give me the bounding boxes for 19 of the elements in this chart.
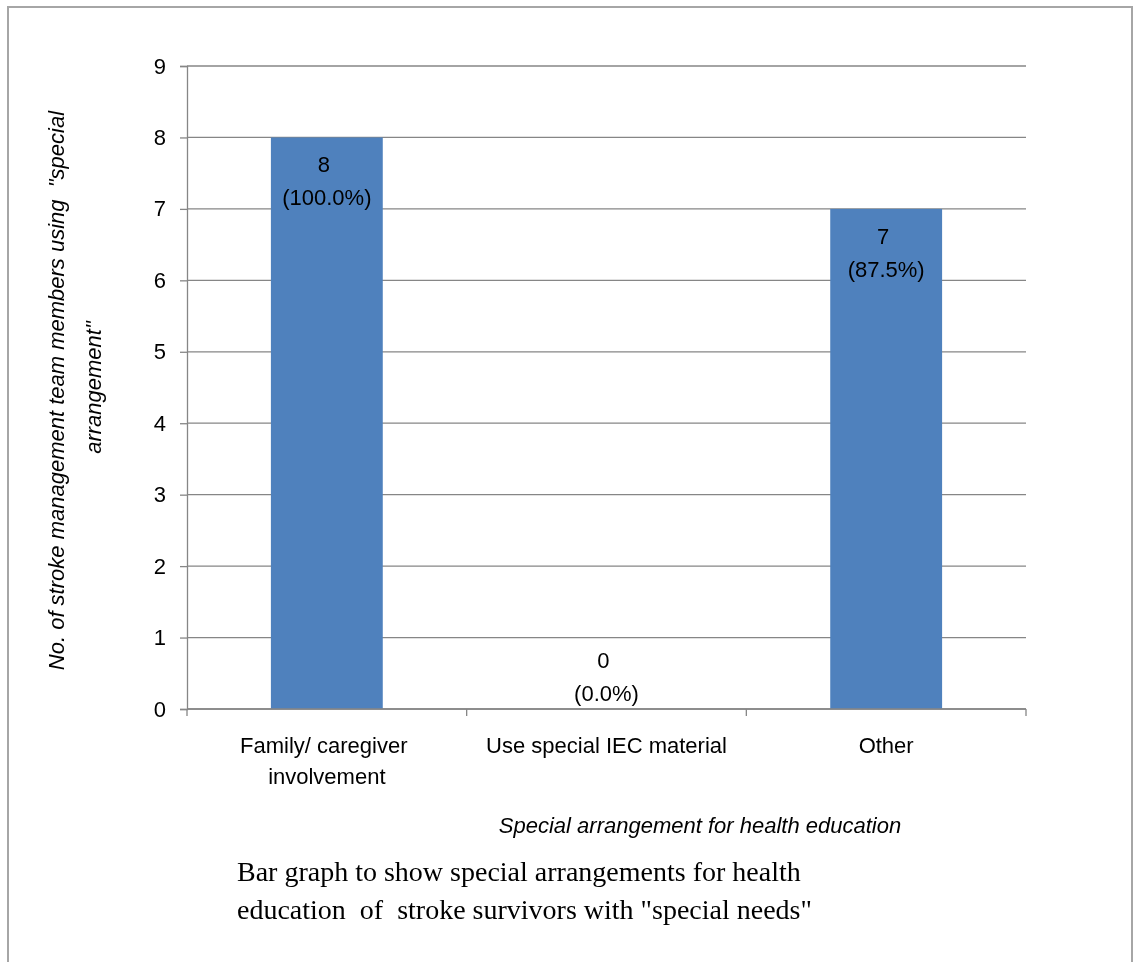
x-tick-label: Family/ caregiver involvement <box>240 733 414 789</box>
y-tick-label: 8 <box>153 124 166 150</box>
text: Bar graph to show special arrangements for health education of stroke survivors with "special needs" <box>237 856 812 925</box>
x-axis-title: Special arrangement for health education <box>498 813 902 838</box>
data-label: 7 (87.5%) <box>847 223 925 282</box>
y-tick-label: 4 <box>153 410 166 436</box>
y-tick-label: 2 <box>153 553 166 579</box>
x-tick-label: Use special IEC material <box>486 733 727 758</box>
y-tick-label: 5 <box>153 339 166 365</box>
y-tick-label: 1 <box>153 625 166 651</box>
data-label: 0 (0.0%) <box>574 648 639 706</box>
y-tick-label: 6 <box>153 267 166 293</box>
x-tick-label: Other <box>858 733 914 758</box>
y-tick-label: 7 <box>153 196 166 222</box>
y-axis-title: No. of stroke management team members using "special arrangement" <box>44 104 106 671</box>
y-tick-label: 9 <box>153 53 166 79</box>
data-label: 8 (100.0%) <box>282 152 372 211</box>
y-tick-label: 3 <box>153 482 166 508</box>
y-tick-label: 0 <box>153 696 166 722</box>
